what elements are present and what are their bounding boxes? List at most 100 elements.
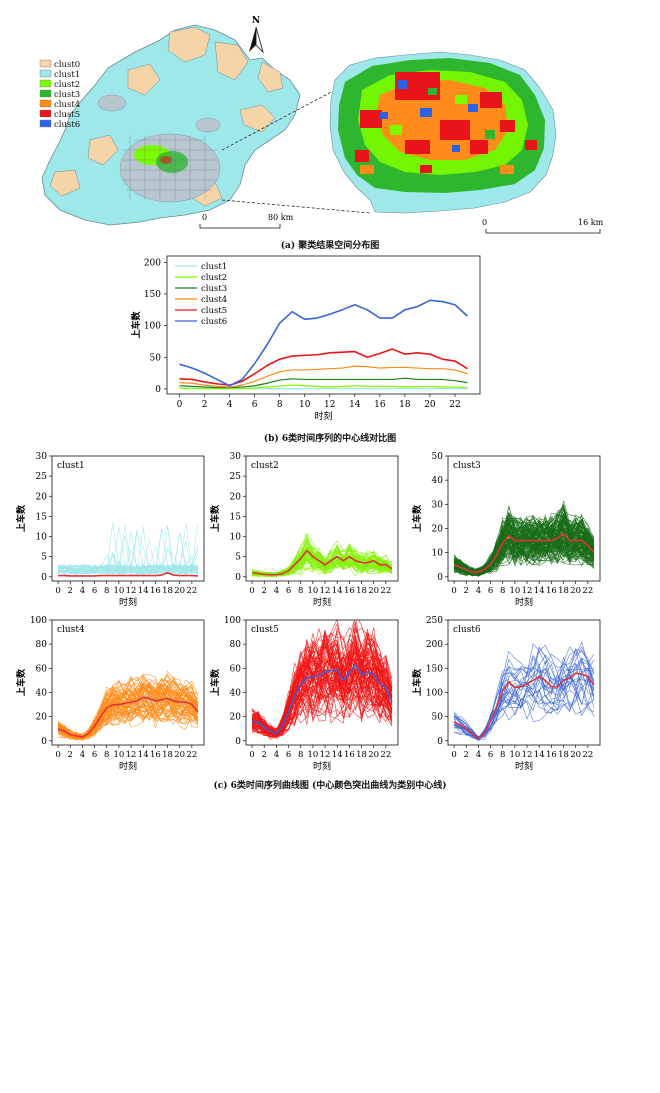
x-tick-label: 22 (380, 750, 391, 760)
region-clust0-f (49, 169, 81, 197)
member-curve (453, 649, 595, 739)
center-line (251, 663, 393, 735)
x-tick-label: 4 (476, 750, 481, 760)
y-tick-label: 5 (235, 553, 241, 563)
x-tick-label: 16 (546, 586, 557, 596)
legend-swatch-clust3 (39, 89, 52, 98)
x-tick-label: 12 (126, 586, 137, 596)
legend-swatch-clust4 (39, 99, 52, 108)
y-tick-label: 40 (230, 688, 242, 698)
member-curve (453, 647, 595, 741)
member-curves (453, 641, 595, 742)
y-tick-label: 10 (230, 533, 242, 543)
x-tick-label: 20 (424, 400, 436, 410)
x-tick-label: 18 (558, 750, 569, 760)
member-curve (251, 677, 392, 738)
legend-label-clust0: clust0 (54, 60, 80, 70)
y-tick-label: 20 (36, 492, 48, 502)
y-tick-label: 0 (437, 737, 443, 747)
x-tick-label: 6 (488, 586, 493, 596)
x-tick-label: 8 (500, 750, 505, 760)
x-tick-label: 10 (307, 750, 318, 760)
y-tick-label: 20 (230, 492, 242, 502)
member-curves (57, 522, 199, 575)
series-line-clust3 (179, 377, 468, 389)
x-tick-label: 6 (286, 586, 291, 596)
x-tick-label: 12 (324, 400, 335, 410)
member-curve (453, 519, 594, 574)
x-tick-label: 20 (368, 750, 379, 760)
region-clust0-a (167, 26, 211, 63)
x-tick-label: 8 (104, 586, 109, 596)
x-tick-label: 16 (374, 400, 386, 410)
series-line-clust6 (179, 299, 469, 387)
x-tick-label: 4 (80, 750, 85, 760)
region-clust0-e (87, 134, 119, 166)
legend-label-clust1: clust1 (54, 70, 80, 80)
member-curve (57, 544, 199, 575)
x-tick-label: 16 (344, 750, 355, 760)
member-curve (453, 537, 595, 575)
legend-swatch-clust1 (39, 69, 52, 78)
member-curve (57, 676, 199, 735)
y-tick-label: 20 (36, 713, 48, 723)
member-curve (453, 646, 595, 738)
x-tick-label: 14 (534, 586, 545, 596)
y-tick-label: 0 (41, 573, 47, 583)
y-tick-label: 100 (426, 688, 443, 698)
core-patches (355, 72, 537, 174)
y-axis-label: 上车数 (130, 311, 142, 339)
grid-lines (122, 135, 218, 200)
x-tick-label: 20 (570, 586, 581, 596)
y-axis-label: 上车数 (15, 504, 27, 532)
x-axis-label: 时刻 (313, 596, 331, 608)
member-curve (454, 677, 595, 738)
x-tick-label: 22 (582, 750, 593, 760)
region-clust0-b (214, 41, 249, 81)
y-tick-label: 30 (36, 452, 48, 462)
panel-title: clust6 (453, 625, 481, 635)
zoom-callout-lines (221, 89, 371, 214)
y-tick-label: 200 (144, 258, 161, 268)
x-tick-label: 16 (150, 750, 161, 760)
panel-title: clust3 (453, 461, 481, 471)
x-tick-label: 12 (522, 750, 533, 760)
legend-swatch-clust0 (39, 59, 52, 68)
x-tick-label: 0 (55, 586, 60, 596)
map-figure: clust0clust1clust2clust3clust4clust5clus… (39, 16, 604, 234)
member-curve (58, 684, 198, 737)
member-curve (251, 620, 393, 731)
y-tick-label: 50 (432, 713, 444, 723)
x-tick-label: 14 (332, 750, 343, 760)
panel-title: clust2 (251, 461, 279, 471)
member-curve (251, 687, 393, 738)
member-curve (57, 706, 199, 741)
member-curve (252, 538, 393, 574)
y-tick-label: 20 (230, 713, 242, 723)
x-tick-label: 10 (509, 750, 520, 760)
y-tick-label: 150 (144, 290, 161, 300)
center-line-chart: 0 50 100 150 200 0 2 4 6 8 10 12 14 16 18 20 22 时刻 上车数 clus… (130, 255, 481, 422)
x-tick-label: 18 (356, 750, 367, 760)
member-curves (57, 670, 199, 741)
center-line (57, 696, 199, 738)
map-legend: clust0clust1clust2clust3clust4clust5clus… (39, 59, 80, 130)
plot-frame (245, 455, 399, 582)
y-tick-label: 15 (36, 512, 48, 522)
x-tick-label: 18 (162, 586, 173, 596)
x-axis-label: 时刻 (515, 760, 533, 772)
x-tick-label: 6 (92, 750, 97, 760)
member-curve (251, 534, 393, 574)
member-curve (453, 521, 595, 571)
plot-frame (51, 619, 205, 746)
x-tick-label: 14 (332, 586, 343, 596)
x-tick-label: 14 (349, 400, 361, 410)
member-curve (251, 621, 393, 732)
y-tick-label: 100 (144, 322, 161, 332)
member-curve (57, 685, 199, 739)
y-tick-label: 250 (426, 616, 443, 626)
region-clust0-g (257, 61, 284, 93)
